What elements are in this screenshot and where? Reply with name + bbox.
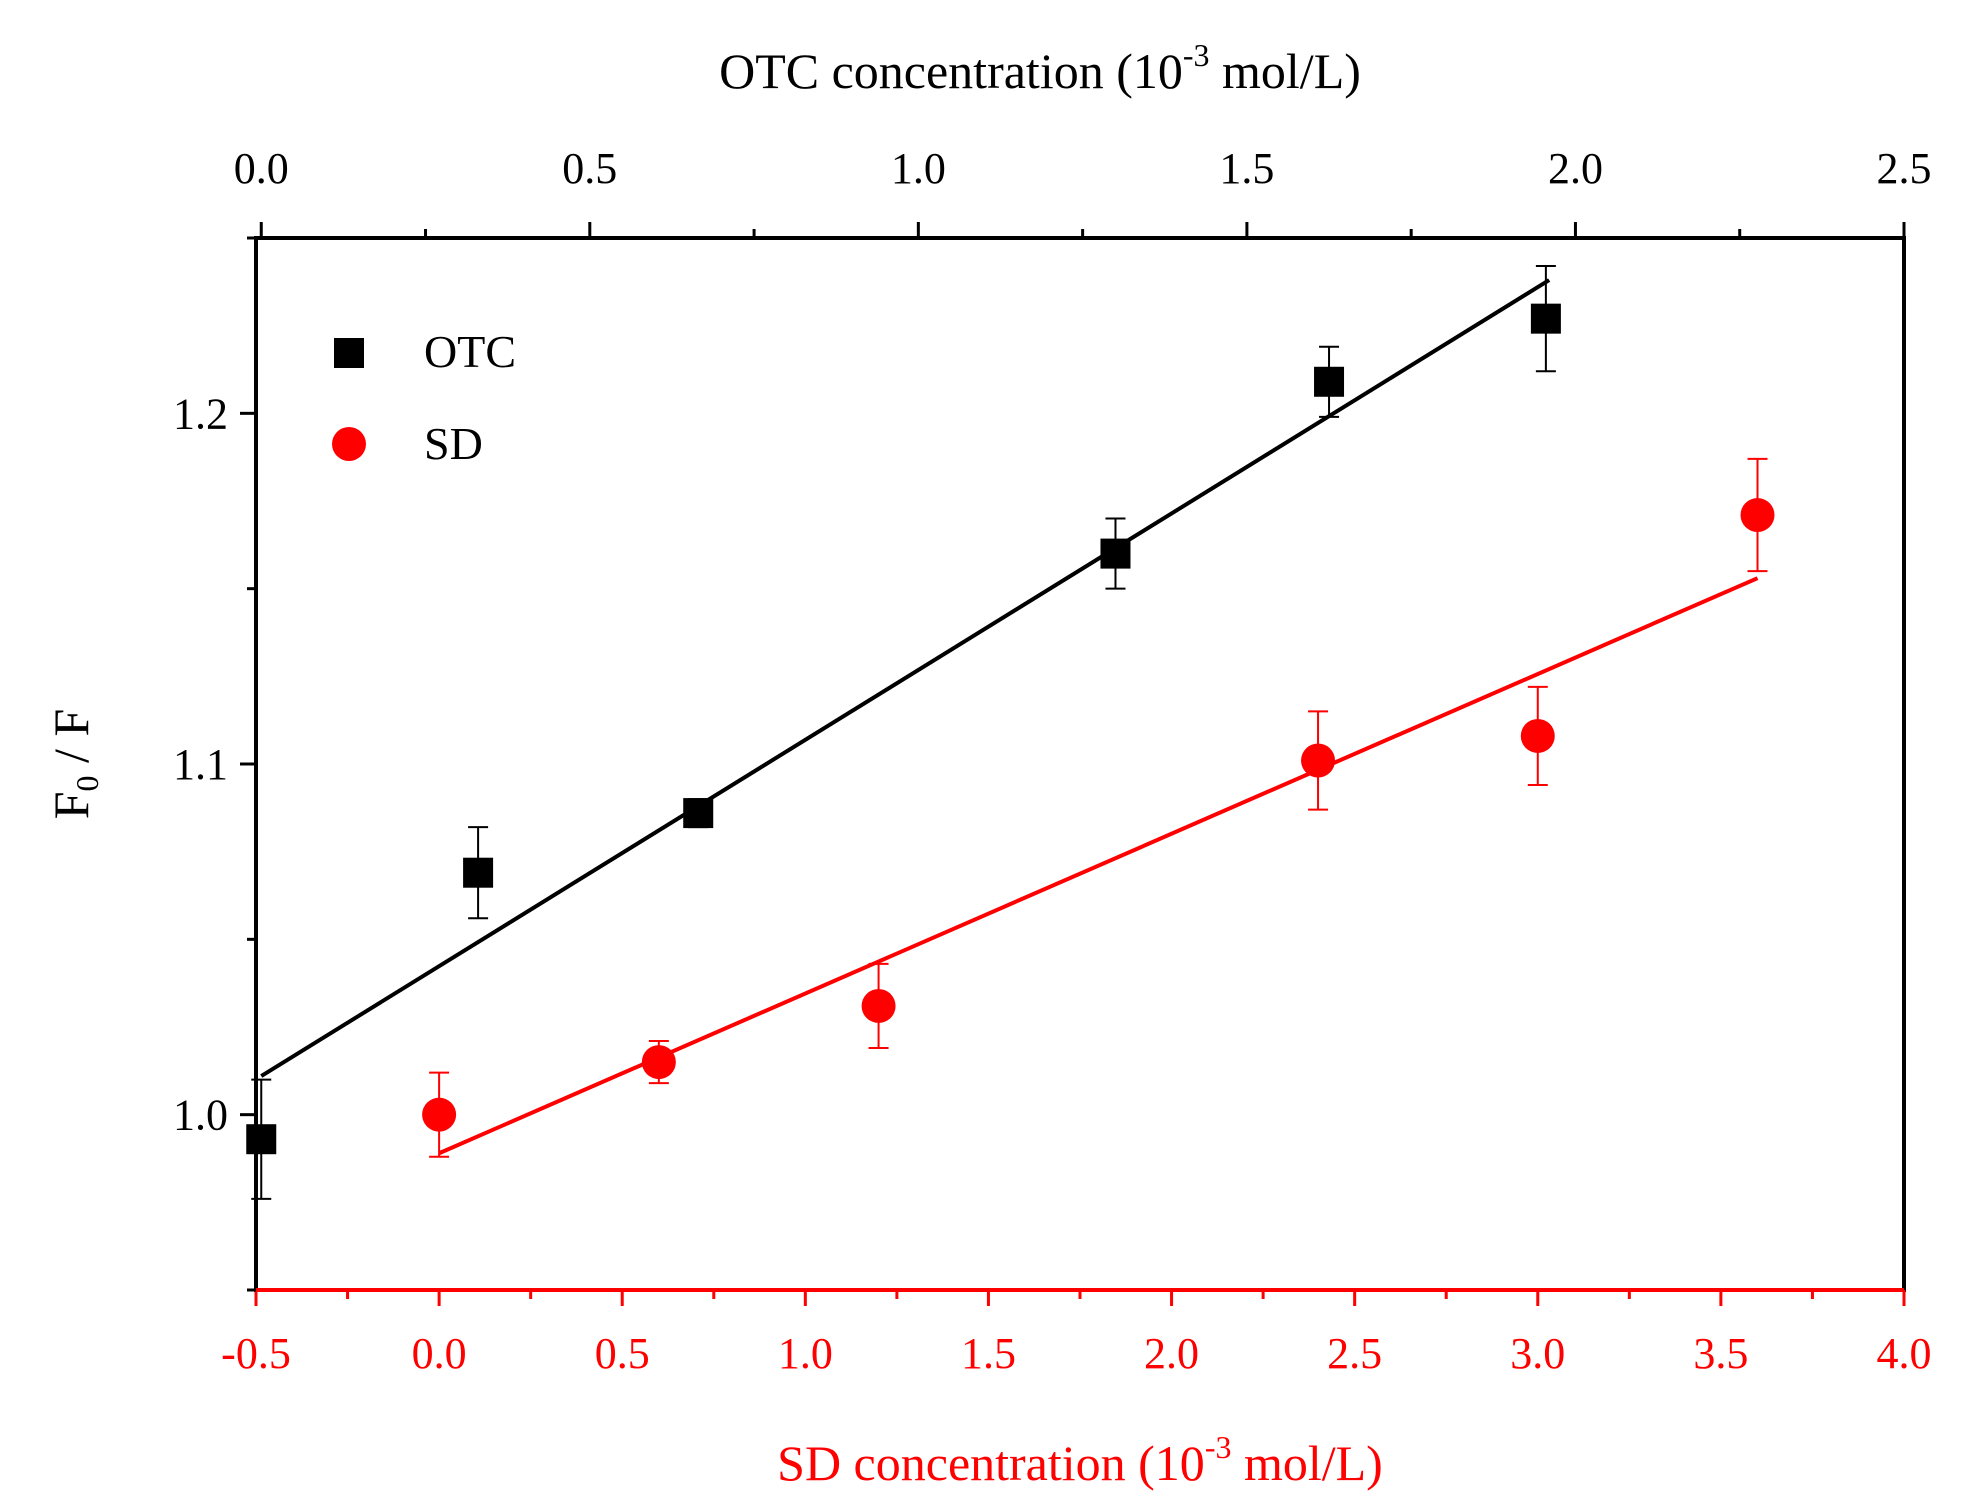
data-point-otc <box>683 798 714 829</box>
data-point-otc <box>1314 366 1345 397</box>
top-tick-label: 1.5 <box>1219 144 1274 193</box>
data-point-otc <box>1100 538 1131 569</box>
bottom-tick-label: 2.0 <box>1144 1329 1199 1378</box>
fit-line-otc <box>260 278 1551 1078</box>
bottom-tick-label: 3.5 <box>1693 1329 1748 1378</box>
bottom-tick-label: 1.0 <box>778 1329 833 1378</box>
data-point-sd <box>861 988 896 1023</box>
data-point-sd <box>1520 718 1555 753</box>
legend-label-sd: SD <box>424 418 483 469</box>
data-point-otc <box>463 857 494 888</box>
bottom-tick-label: -0.5 <box>221 1329 291 1378</box>
top-tick-label: 2.5 <box>1877 144 1932 193</box>
axis-ticks: -0.5 0.0 0.5 1.0 1.5 2.0 2.5 3.0 3.5 4.0 0.0 0.5 1.0… <box>173 144 1932 1378</box>
fit-lines <box>260 278 1759 1156</box>
plot-frame <box>254 236 1906 1292</box>
bottom-tick-label: 4.0 <box>1877 1329 1932 1378</box>
y-tick-label: 1.2 <box>173 389 228 438</box>
bottom-tick-label: 0.0 <box>412 1329 467 1378</box>
top-tick-label: 2.0 <box>1548 144 1603 193</box>
top-tick-label: 0.5 <box>562 144 617 193</box>
y-tick-label: 1.1 <box>173 740 228 789</box>
data-point-sd <box>1740 498 1775 533</box>
data-point-otc <box>246 1124 277 1155</box>
legend-marker-otc <box>334 338 364 368</box>
top-tick-label: 0.0 <box>234 144 289 193</box>
data-markers <box>246 303 1775 1155</box>
bottom-tick-label: 3.0 <box>1510 1329 1565 1378</box>
y-axis-label: F0 / F <box>43 709 105 820</box>
top-tick-label: 1.0 <box>891 144 946 193</box>
data-point-sd <box>1301 743 1336 778</box>
bottom-tick-label: 0.5 <box>595 1329 650 1378</box>
data-point-otc <box>1530 303 1561 334</box>
y-tick-label: 1.0 <box>173 1091 228 1140</box>
legend-marker-sd <box>332 427 366 461</box>
legend: OTC SD <box>332 326 516 469</box>
data-point-sd <box>422 1097 457 1132</box>
legend-label-otc: OTC <box>424 326 516 377</box>
top-axis-label: OTC concentration (10-3 mol/L) <box>719 37 1361 99</box>
fit-line-sd <box>438 576 1759 1156</box>
data-point-sd <box>641 1045 676 1080</box>
bottom-axis-label: SD concentration (10-3 mol/L) <box>777 1429 1383 1491</box>
bottom-tick-label: 2.5 <box>1327 1329 1382 1378</box>
bottom-tick-label: 1.5 <box>961 1329 1016 1378</box>
